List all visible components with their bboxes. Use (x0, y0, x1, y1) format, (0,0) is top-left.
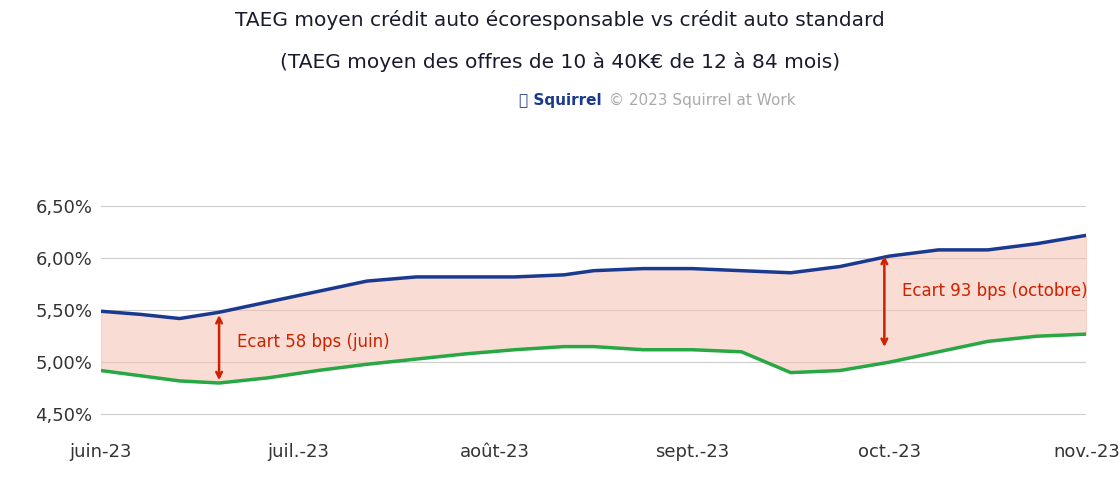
Text: (TAEG moyen des offres de 10 à 40K€ de 12 à 84 mois): (TAEG moyen des offres de 10 à 40K€ de 1… (280, 52, 840, 72)
Text: Ecart 93 bps (octobre): Ecart 93 bps (octobre) (902, 282, 1088, 300)
Text: © 2023 Squirrel at Work: © 2023 Squirrel at Work (599, 92, 796, 108)
Text: ⓦ Squirrel: ⓦ Squirrel (519, 92, 601, 108)
Text: Ecart 58 bps (juin): Ecart 58 bps (juin) (236, 334, 390, 351)
Text: TAEG moyen crédit auto écoresponsable vs crédit auto standard: TAEG moyen crédit auto écoresponsable vs… (235, 10, 885, 30)
